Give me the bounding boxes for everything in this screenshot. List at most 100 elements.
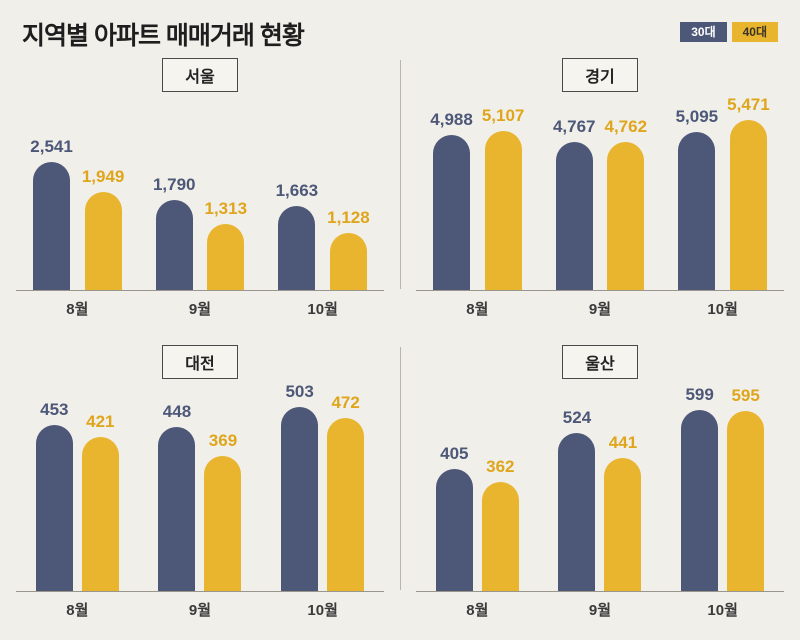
panel-divider <box>400 347 401 590</box>
bar-group: 453 421 <box>35 400 119 591</box>
bar-group: 405 362 <box>435 444 519 591</box>
bar-item: 369 <box>204 431 242 591</box>
chart-panel: 서울 2,541 1,949 1,790 1,313 1,663 1,128 8월 9월 10… <box>0 58 400 319</box>
bar-group: 524 441 <box>558 408 642 591</box>
month-label: 10월 <box>307 301 338 318</box>
bar-item: 472 <box>327 393 365 591</box>
panel-title: 울산 <box>562 345 638 379</box>
month-label: 8월 <box>66 602 89 619</box>
bar-item: 5,095 <box>675 107 719 290</box>
bar-value-label: 4,767 <box>552 117 596 136</box>
bar-value-label: 1,663 <box>275 181 319 200</box>
months-row: 8월 9월 10월 <box>16 291 384 319</box>
bar-40대 <box>729 120 767 290</box>
bar-group: 4,988 5,107 <box>430 106 524 290</box>
panel-title: 경기 <box>562 58 638 92</box>
bar-group: 5,095 5,471 <box>676 95 770 290</box>
bar-item: 448 <box>158 402 196 591</box>
bar-item: 5,107 <box>482 106 524 290</box>
bar-40대 <box>604 458 642 591</box>
bar-item: 2,541 <box>30 137 73 290</box>
chart-row-top: 서울 2,541 1,949 1,790 1,313 1,663 1,128 8월 9월 10… <box>0 58 800 319</box>
month-label: 9월 <box>188 602 212 619</box>
legend-chip-40s: 40대 <box>731 22 778 42</box>
bar-group: 2,541 1,949 <box>30 137 124 290</box>
bar-value-label: 595 <box>731 386 760 405</box>
bar-value-label: 2,541 <box>30 137 73 156</box>
panel-divider <box>400 60 401 289</box>
bar-value-label: 503 <box>285 382 314 401</box>
bar-value-label: 453 <box>40 400 69 419</box>
bar-item: 599 <box>681 385 719 591</box>
page-title: 지역별 아파트 매매거래 현황 <box>22 22 305 50</box>
bar-group: 448 369 <box>158 402 242 591</box>
bar-40대 <box>327 418 365 591</box>
bar-item: 4,988 <box>430 110 473 290</box>
bar-value-label: 5,095 <box>675 107 719 126</box>
bar-value-label: 1,128 <box>327 208 370 227</box>
bar-value-label: 369 <box>208 431 238 450</box>
bar-value-label: 599 <box>685 385 714 404</box>
bar-item: 405 <box>435 444 473 591</box>
month-label: 8월 <box>466 602 489 619</box>
bar-value-label: 5,471 <box>727 95 770 114</box>
bar-30대 <box>35 425 73 591</box>
panel-title: 대전 <box>162 345 238 379</box>
bar-30대 <box>281 407 319 591</box>
months-row: 8월 9월 10월 <box>416 291 784 319</box>
month-label: 9월 <box>588 301 612 318</box>
bar-30대 <box>435 469 473 591</box>
month-label: 10월 <box>707 301 738 318</box>
bars-area: 2,541 1,949 1,790 1,313 1,663 1,128 <box>16 92 384 291</box>
bar-40대 <box>484 131 522 290</box>
bar-30대 <box>555 142 593 290</box>
bar-item: 595 <box>727 386 765 591</box>
bar-value-label: 362 <box>486 457 515 476</box>
bar-40대 <box>481 482 519 591</box>
bars-area: 453 421 448 369 503 472 <box>16 379 384 592</box>
bar-group: 1,790 1,313 <box>153 175 247 290</box>
bar-40대 <box>81 437 119 591</box>
bar-30대 <box>558 433 596 591</box>
bar-40대 <box>727 411 765 591</box>
month-label: 8월 <box>466 301 489 318</box>
bars-area: 405 362 524 441 599 595 <box>416 379 784 592</box>
chart-panel: 경기 4,988 5,107 4,767 4,762 5,095 5,471 8월 9월 10… <box>400 58 800 319</box>
months-row: 8월 9월 10월 <box>16 592 384 620</box>
bar-30대 <box>278 206 316 290</box>
bar-value-label: 1,949 <box>81 167 125 186</box>
bar-30대 <box>433 135 471 290</box>
bar-40대 <box>607 142 645 290</box>
bar-30대 <box>33 162 71 290</box>
chart-panel: 대전 453 421 448 369 503 472 8월 9월 10월 <box>0 345 400 620</box>
bar-40대 <box>204 456 242 591</box>
chart-panel: 울산 405 362 524 441 599 595 8월 9월 10월 <box>400 345 800 620</box>
bar-item: 4,762 <box>604 117 647 290</box>
bar-item: 1,663 <box>275 181 319 290</box>
bar-30대 <box>678 132 716 290</box>
bar-value-label: 448 <box>162 402 192 421</box>
bar-value-label: 472 <box>331 393 360 412</box>
bar-value-label: 4,988 <box>430 110 473 129</box>
bar-item: 1,313 <box>204 199 247 290</box>
bar-value-label: 1,313 <box>204 199 248 218</box>
chart-row-bottom: 대전 453 421 448 369 503 472 8월 9월 10월 울산 405 362 5… <box>0 345 800 620</box>
bar-40대 <box>329 233 367 290</box>
bar-item: 362 <box>481 457 519 591</box>
bar-item: 1,790 <box>152 175 196 290</box>
bar-group: 599 595 <box>681 385 765 591</box>
month-label: 10월 <box>307 602 338 619</box>
bar-group: 4,767 4,762 <box>553 117 647 290</box>
bar-value-label: 441 <box>608 433 638 452</box>
bar-item: 1,949 <box>81 167 125 290</box>
bar-value-label: 1,790 <box>152 175 196 194</box>
bar-item: 4,767 <box>552 117 596 290</box>
bar-item: 421 <box>81 412 119 591</box>
bar-30대 <box>681 410 719 591</box>
months-row: 8월 9월 10월 <box>416 592 784 620</box>
legend: 30대 40대 <box>680 22 778 42</box>
bar-30대 <box>155 200 193 290</box>
month-label: 9월 <box>188 301 212 318</box>
bar-item: 441 <box>604 433 642 591</box>
bar-40대 <box>84 192 122 290</box>
